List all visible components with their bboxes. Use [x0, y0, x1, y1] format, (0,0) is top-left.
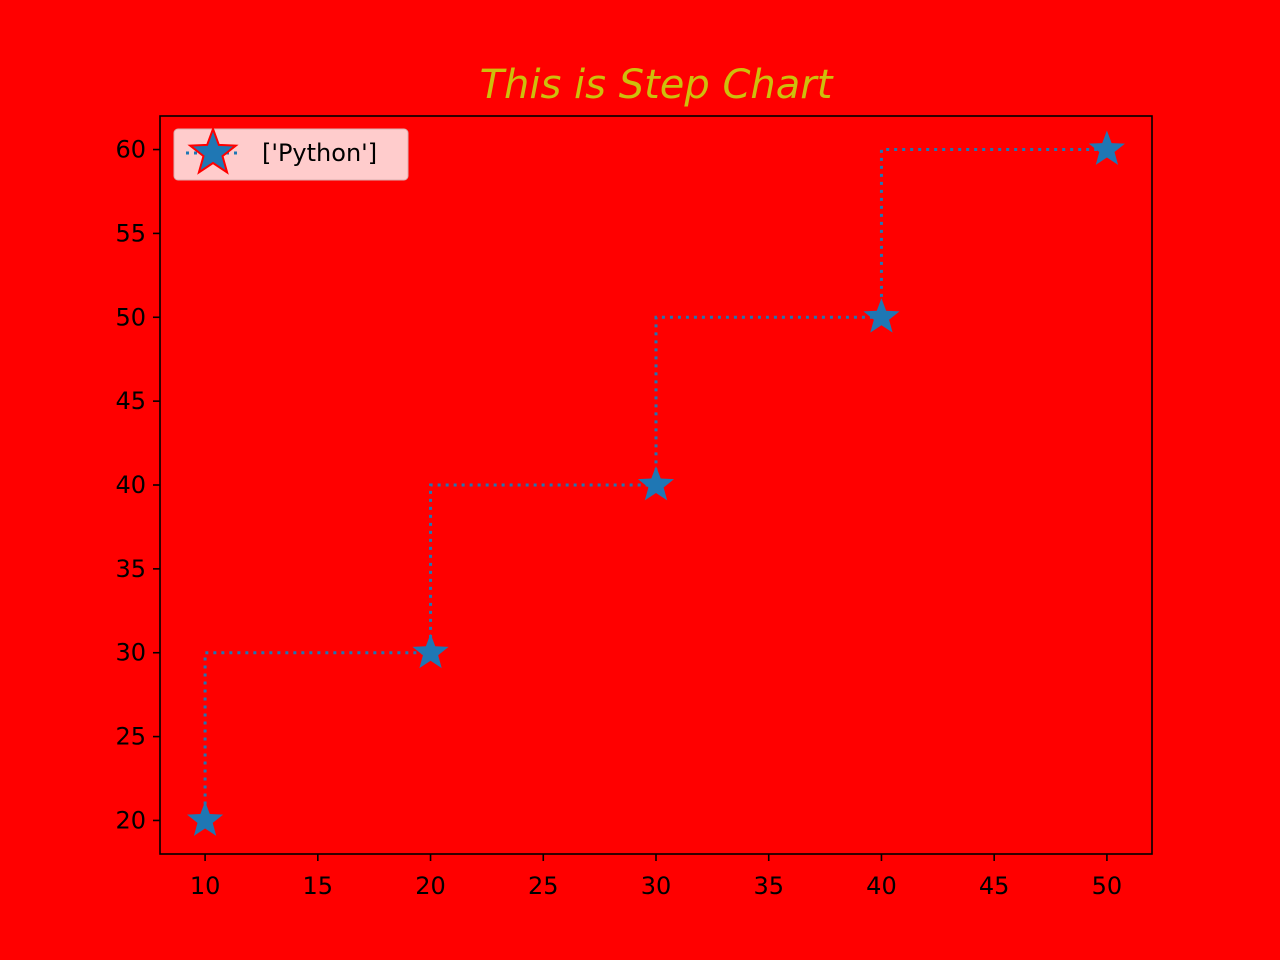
x-tick-label: 20	[415, 872, 446, 900]
y-tick-label: 45	[115, 387, 146, 415]
x-tick-label: 35	[753, 872, 784, 900]
x-axis-ticks: 10 15 20 25 30 35 40 45 50	[190, 854, 1122, 900]
y-tick-label: 60	[115, 136, 146, 164]
data-point-star	[637, 466, 675, 501]
x-tick-label: 15	[303, 872, 334, 900]
x-tick-label: 30	[641, 872, 672, 900]
x-tick-label: 50	[1092, 872, 1123, 900]
data-point-star	[863, 298, 900, 333]
x-tick-label: 25	[528, 872, 559, 900]
series-layer	[187, 130, 1125, 836]
y-tick-label: 20	[115, 806, 146, 834]
y-tick-label: 25	[115, 723, 146, 751]
y-tick-label: 30	[115, 639, 146, 667]
y-tick-label: 35	[115, 555, 146, 583]
chart-title: This is Step Chart	[480, 62, 834, 108]
legend-box	[173, 128, 409, 181]
x-tick-label: 45	[979, 872, 1010, 900]
y-axis-ticks: 20 25 30 35 40 45 50 55 60	[115, 136, 160, 834]
x-tick-label: 40	[866, 872, 897, 900]
legend: ['Python']	[173, 126, 409, 181]
y-tick-label: 55	[115, 219, 146, 247]
y-tick-label: 40	[115, 471, 146, 499]
y-tick-label: 50	[115, 303, 146, 331]
data-point-star	[187, 801, 224, 836]
plot-frame	[159, 115, 1153, 855]
data-point-star	[1088, 130, 1125, 165]
legend-label: ['Python']	[262, 139, 377, 167]
x-tick-label: 10	[190, 872, 221, 900]
legend-star-icon	[187, 126, 239, 175]
data-point-star	[412, 633, 449, 669]
